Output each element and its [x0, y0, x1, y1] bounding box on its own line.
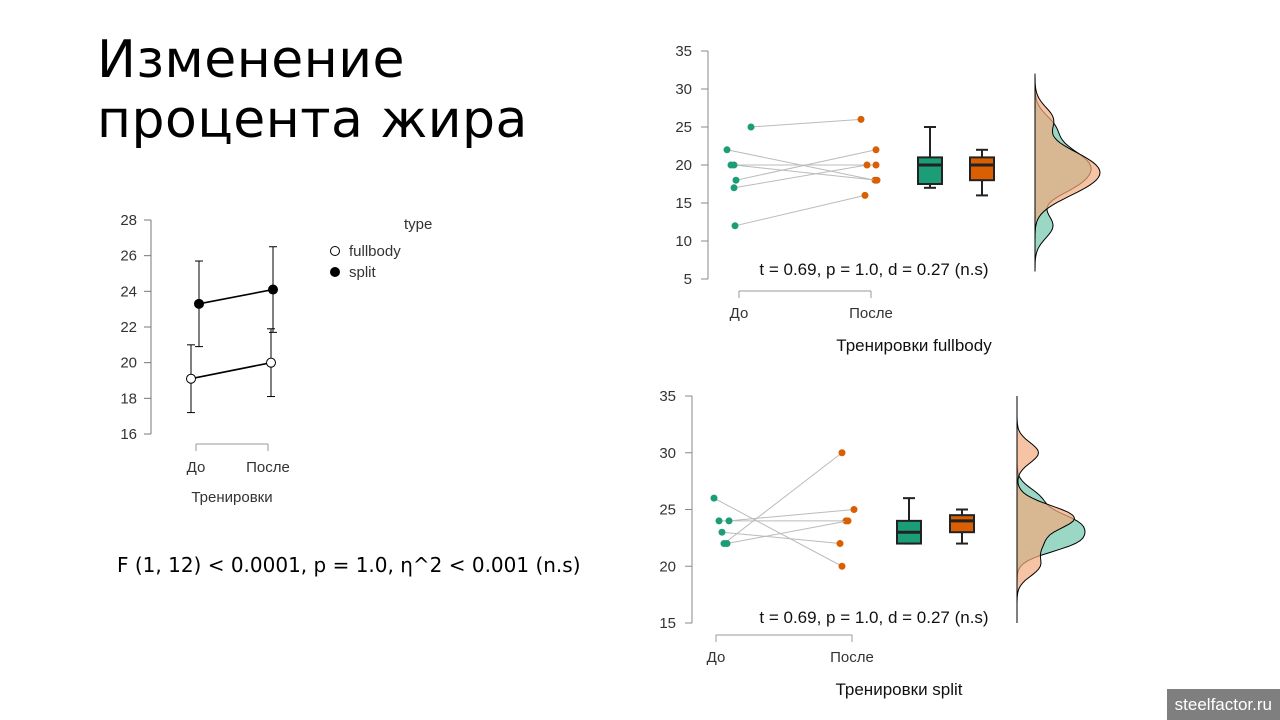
x-tick-label: После — [246, 459, 290, 476]
y-tick-label: 20 — [120, 355, 137, 372]
box-После — [969, 156, 995, 182]
point-before — [710, 494, 718, 502]
point-after — [838, 562, 846, 570]
x-tick-label: До — [187, 459, 206, 476]
y-tick-label: 25 — [675, 119, 692, 136]
y-tick-label: 16 — [120, 426, 137, 443]
y-tick-label: 26 — [120, 248, 137, 265]
y-tick-label: 20 — [675, 157, 692, 174]
x-axis-label: Тренировки — [191, 489, 272, 506]
legend-label-fullbody: fullbody — [349, 243, 401, 260]
point-after — [861, 191, 869, 199]
pair-line — [733, 164, 878, 181]
pair-line — [726, 520, 849, 545]
y-tick-label: 35 — [675, 43, 692, 60]
point-split — [194, 298, 204, 309]
line-chart: 16 18 20 22 24 26 28 До После Тренировки typefullb… — [120, 212, 432, 506]
x-tick-label: После — [849, 305, 893, 322]
point-after — [872, 146, 880, 154]
x-axis-label: Тренировки fullbody — [836, 336, 992, 355]
point-fullbody — [266, 357, 276, 368]
y-tick-label: 15 — [659, 615, 676, 632]
y-tick-label: 5 — [684, 271, 692, 288]
page-title: Изменение процента жира — [97, 30, 528, 150]
legend-marker-fullbody — [330, 246, 340, 256]
x-tick-label: После — [830, 649, 874, 666]
density-after — [1016, 396, 1076, 623]
point-before — [730, 161, 738, 169]
legend-label-split: split — [349, 264, 377, 281]
pair-line — [723, 452, 843, 544]
legend-title: type — [404, 216, 432, 233]
point-before — [725, 517, 733, 525]
y-tick-label: 28 — [120, 212, 137, 229]
pair-line — [750, 118, 862, 128]
point-fullbody — [186, 373, 196, 384]
x-tick-label: До — [730, 305, 749, 322]
box-После — [949, 514, 975, 534]
x-axis-label: Тренировки split — [835, 680, 962, 699]
point-after — [863, 161, 871, 169]
point-before — [730, 184, 738, 192]
point-after — [836, 540, 844, 548]
point-after — [873, 176, 881, 184]
stat-annotation: t = 0.69, p = 1.0, d = 0.27 (n.s) — [759, 608, 988, 627]
pair-line — [721, 531, 841, 545]
y-tick-label: 10 — [675, 233, 692, 250]
y-tick-label: 30 — [659, 445, 676, 462]
y-tick-label: 25 — [659, 502, 676, 519]
point-after — [844, 517, 852, 525]
y-tick-label: 18 — [120, 390, 137, 407]
point-after — [850, 506, 858, 513]
point-before — [723, 540, 731, 548]
pair-line — [713, 497, 843, 567]
raincloud-split: 15 20 25 30 35 До После Тренировки split t = 0.6… — [659, 388, 1086, 699]
density-after — [1034, 73, 1101, 272]
y-tick-label: 24 — [120, 283, 137, 300]
anova-result: F (1, 12) < 0.0001, p = 1.0, η^2 < 0.001… — [117, 553, 581, 577]
point-before — [723, 146, 731, 154]
point-before — [718, 528, 726, 536]
point-before — [747, 123, 755, 131]
pair-line — [735, 149, 877, 181]
point-after — [872, 161, 880, 169]
point-split — [268, 284, 278, 295]
legend-marker-split — [330, 267, 340, 277]
point-before — [732, 176, 740, 184]
point-after — [838, 449, 846, 457]
title-line-1: Изменение — [97, 30, 406, 90]
y-tick-label: 20 — [659, 558, 676, 575]
x-tick-label: До — [707, 649, 726, 666]
point-before — [731, 222, 739, 230]
title-line-2: процента жира — [97, 90, 528, 150]
pair-line — [728, 509, 855, 522]
y-tick-label: 22 — [120, 319, 137, 336]
y-tick-label: 30 — [675, 81, 692, 98]
watermark: steelfactor.ru — [1166, 689, 1280, 720]
pair-line — [733, 164, 868, 189]
pair-line — [734, 194, 866, 227]
point-before — [715, 517, 723, 525]
y-tick-label: 15 — [675, 195, 692, 212]
series-line-fullbody — [190, 361, 272, 380]
raincloud-fullbody: 5 10 15 20 25 30 35 До После Тренировки fullbody t… — [675, 43, 1101, 355]
point-after — [857, 115, 865, 123]
box-До — [917, 156, 943, 185]
y-tick-label: 35 — [659, 388, 676, 405]
stat-annotation: t = 0.69, p = 1.0, d = 0.27 (n.s) — [759, 260, 988, 279]
series-line-split — [198, 288, 274, 305]
